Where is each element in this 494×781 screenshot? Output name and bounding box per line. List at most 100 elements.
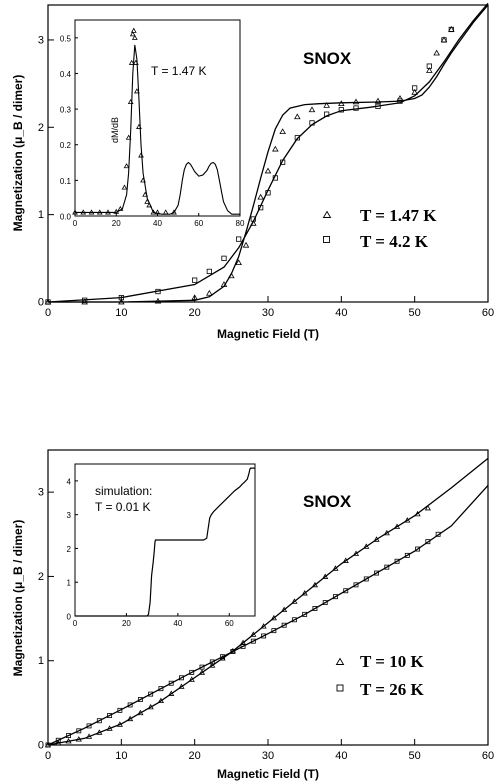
data-point-square <box>272 175 278 181</box>
data-point-triangle <box>131 34 138 40</box>
data-point-triangle <box>198 669 206 675</box>
data-point-triangle <box>332 565 339 571</box>
data-point-triangle <box>142 191 149 197</box>
data-point-triangle <box>209 662 216 668</box>
fit-curve <box>48 4 489 303</box>
data-point-triangle <box>154 297 162 304</box>
data-point-triangle <box>311 581 319 588</box>
legend-marker-triangle <box>335 657 345 665</box>
data-point-triangle <box>414 510 421 517</box>
data-point-square <box>294 135 300 141</box>
data-point-square <box>435 531 441 537</box>
data-point-square <box>374 570 379 576</box>
data-point-square <box>236 236 242 242</box>
data-point-triangle <box>270 614 277 621</box>
data-point-square <box>302 611 308 617</box>
data-point-square <box>363 576 369 582</box>
data-point-square <box>86 723 92 729</box>
data-point-square <box>230 649 236 654</box>
data-point-triangle <box>374 97 382 104</box>
data-point-triangle <box>352 98 360 105</box>
x-tick-label: 0 <box>45 307 51 319</box>
x-tick-label: 20 <box>122 619 131 628</box>
inset-y-label: dM/dB <box>110 117 120 143</box>
legend-label: T = 1.47 K <box>360 206 437 225</box>
data-point-square <box>426 63 432 69</box>
y-tick-label: 3 <box>38 34 44 46</box>
inset-points <box>72 27 177 215</box>
data-point-triangle <box>96 209 103 215</box>
data-point-triangle <box>136 123 142 129</box>
legend: T = 10 K T = 26 K <box>335 652 424 699</box>
data-point-triangle <box>65 738 72 744</box>
data-point-square <box>271 628 277 634</box>
data-point-triangle <box>383 529 390 536</box>
inset-frame <box>74 19 241 217</box>
data-point-triangle <box>81 298 88 305</box>
data-points <box>44 26 455 305</box>
data-point-square <box>45 742 51 748</box>
legend-marker-square <box>323 236 330 243</box>
inset-axis-ticks: 0 20 40 60 80 0.0 0.1 0.2 0.3 0.4 0.5 <box>60 34 245 228</box>
y-tick-label: 0.3 <box>60 106 72 115</box>
data-point-square <box>250 638 256 644</box>
data-point-square <box>394 558 400 564</box>
data-point-triangle <box>80 209 87 215</box>
data-point-triangle <box>188 676 195 682</box>
data-point-triangle <box>127 98 134 105</box>
y-tick-label: 1 <box>38 209 44 221</box>
x-tick-label: 60 <box>482 750 494 762</box>
data-point-triangle <box>88 209 95 215</box>
y-tick-label: 0.2 <box>60 141 72 150</box>
y-tick-label: 0 <box>38 297 44 309</box>
x-tick-label: 10 <box>115 750 127 762</box>
data-point-square <box>155 288 161 295</box>
data-point-triangle <box>363 543 370 549</box>
data-point-square <box>45 299 51 305</box>
data-point-triangle <box>157 697 165 704</box>
data-point-triangle <box>146 202 153 208</box>
y-tick-label: 3 <box>38 487 44 499</box>
data-point-triangle <box>140 177 146 183</box>
x-tick-label: 30 <box>262 307 274 319</box>
data-point-triangle <box>105 209 111 215</box>
x-tick-label: 20 <box>112 219 121 228</box>
data-point-triangle <box>257 193 264 200</box>
data-point-square <box>221 255 227 261</box>
x-tick-label: 20 <box>189 307 201 319</box>
x-tick-label: 0 <box>73 619 78 628</box>
data-point-square <box>280 159 286 165</box>
data-point-triangle <box>279 128 286 135</box>
data-point-square <box>397 98 403 104</box>
data-point-square <box>324 111 330 117</box>
data-point-square <box>127 702 133 708</box>
x-tick-label: 40 <box>335 307 347 319</box>
data-point-triangle <box>220 281 228 287</box>
fit-curve <box>47 484 489 746</box>
data-point-square <box>261 633 267 639</box>
data-point-triangle <box>106 725 113 731</box>
legend-marker-square <box>336 684 344 692</box>
data-point-square <box>441 37 447 43</box>
y-tick-label: 1 <box>67 579 72 588</box>
data-point-square <box>338 107 344 113</box>
data-point-square <box>199 664 205 670</box>
data-point-square <box>220 654 225 660</box>
data-point-triangle <box>338 100 345 107</box>
data-point-triangle <box>116 721 123 727</box>
data-point-triangle <box>250 219 257 226</box>
data-point-square <box>118 295 124 301</box>
x-tick-label: 60 <box>225 619 234 628</box>
y-tick-label: 0.4 <box>60 70 72 79</box>
data-point-square <box>250 216 256 222</box>
data-point-triangle <box>235 259 242 266</box>
data-point-square <box>179 675 184 681</box>
fit-curves <box>47 2 489 303</box>
data-point-triangle <box>322 573 329 579</box>
data-point-triangle <box>117 205 124 211</box>
data-point-triangle <box>96 729 103 735</box>
data-point-triangle <box>113 208 120 214</box>
axis-ticks: 0 10 20 30 40 50 60 0 1 2 3 <box>38 34 494 319</box>
y-tick-label: 0.1 <box>60 177 72 186</box>
data-point-square <box>343 588 349 594</box>
